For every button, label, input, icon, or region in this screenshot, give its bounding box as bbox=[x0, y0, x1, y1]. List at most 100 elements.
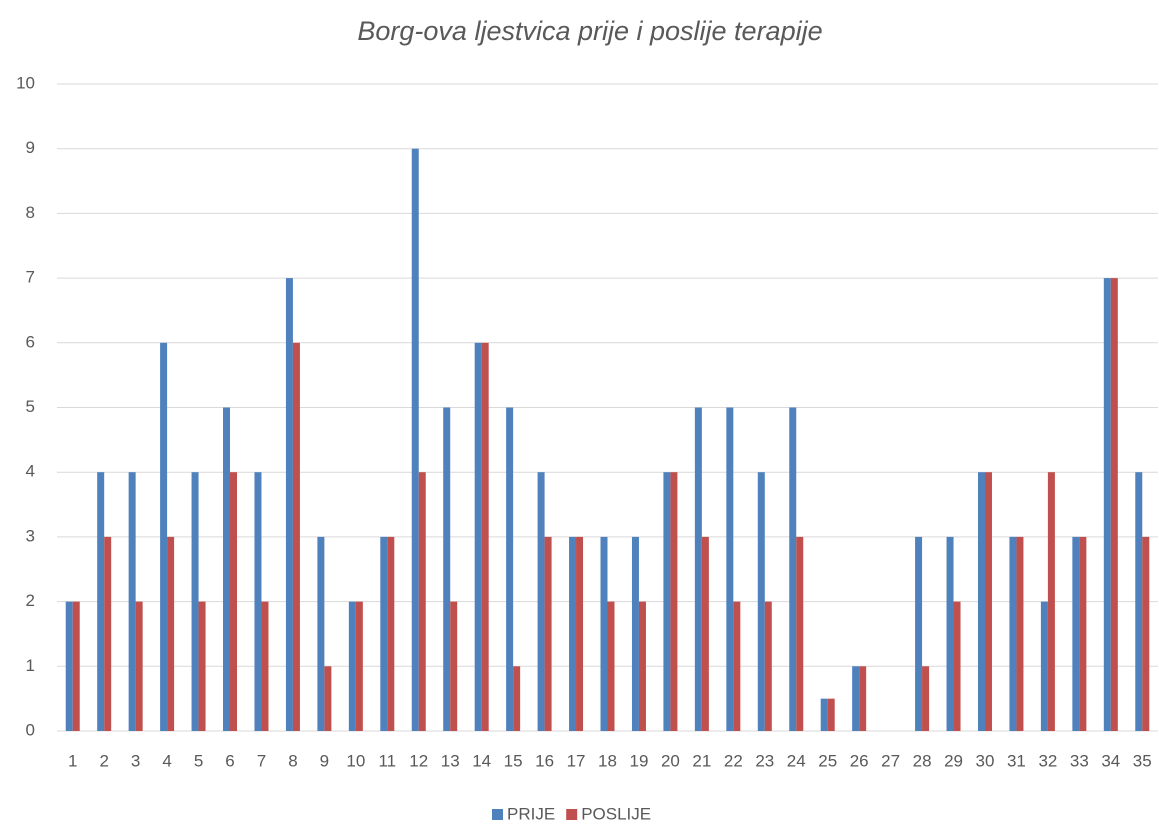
bar bbox=[380, 536, 388, 731]
bar bbox=[324, 666, 332, 731]
y-tick-label: 7 bbox=[26, 268, 35, 287]
x-tick-label: 22 bbox=[724, 751, 743, 770]
bar bbox=[1103, 278, 1111, 731]
bar bbox=[789, 407, 797, 731]
x-tick-label: 24 bbox=[787, 751, 806, 770]
bar bbox=[1079, 536, 1087, 731]
y-tick-label: 3 bbox=[26, 526, 35, 545]
bar bbox=[607, 601, 615, 731]
bar bbox=[254, 472, 262, 731]
bar bbox=[355, 601, 363, 731]
bar bbox=[670, 472, 678, 731]
bar bbox=[450, 601, 458, 731]
legend-swatch bbox=[566, 809, 578, 820]
bar bbox=[285, 278, 293, 731]
bar bbox=[230, 472, 238, 731]
x-tick-label: 4 bbox=[162, 751, 171, 770]
bar bbox=[261, 601, 269, 731]
y-tick-label: 5 bbox=[26, 397, 35, 416]
bar bbox=[701, 536, 709, 731]
bar bbox=[1072, 536, 1080, 731]
bar bbox=[1040, 601, 1048, 731]
bar bbox=[733, 601, 741, 731]
x-tick-label: 16 bbox=[535, 751, 554, 770]
bar bbox=[764, 601, 772, 731]
bar bbox=[191, 472, 199, 731]
x-tick-label: 20 bbox=[661, 751, 680, 770]
x-tick-label: 25 bbox=[818, 751, 837, 770]
x-tick-label: 35 bbox=[1133, 751, 1152, 770]
x-tick-label: 32 bbox=[1038, 751, 1057, 770]
bar bbox=[292, 342, 300, 731]
bar bbox=[757, 472, 765, 731]
y-tick-label: 2 bbox=[26, 591, 35, 610]
bar bbox=[160, 342, 168, 731]
bar bbox=[796, 536, 804, 731]
bar bbox=[977, 472, 985, 731]
bar bbox=[1142, 536, 1150, 731]
bar bbox=[443, 407, 451, 731]
y-tick-label: 0 bbox=[26, 720, 35, 739]
legend-label: PRIJE bbox=[507, 804, 555, 823]
x-tick-label: 8 bbox=[288, 751, 297, 770]
x-tick-label: 7 bbox=[257, 751, 266, 770]
bar bbox=[1110, 278, 1118, 731]
x-tick-label: 34 bbox=[1101, 751, 1120, 770]
x-tick-label: 15 bbox=[504, 751, 523, 770]
y-tick-label: 10 bbox=[16, 73, 35, 92]
y-tick-label: 6 bbox=[26, 332, 35, 351]
bar bbox=[104, 536, 112, 731]
y-tick-label: 1 bbox=[26, 656, 35, 675]
x-tick-label: 13 bbox=[441, 751, 460, 770]
x-tick-label: 2 bbox=[99, 751, 108, 770]
x-tick-label: 11 bbox=[378, 751, 396, 770]
bar bbox=[726, 407, 734, 731]
x-tick-label: 6 bbox=[225, 751, 234, 770]
bar bbox=[65, 601, 73, 731]
legend-label: POSLIJE bbox=[581, 804, 651, 823]
bar bbox=[638, 601, 646, 731]
x-tick-label: 26 bbox=[850, 751, 869, 770]
x-tick-label: 28 bbox=[913, 751, 932, 770]
bar bbox=[600, 536, 608, 731]
bar bbox=[135, 601, 143, 731]
bar bbox=[852, 666, 860, 731]
bar bbox=[1135, 472, 1143, 731]
bar bbox=[474, 342, 482, 731]
bar bbox=[1016, 536, 1024, 731]
bar bbox=[663, 472, 671, 731]
bar bbox=[631, 536, 639, 731]
bar bbox=[72, 601, 80, 731]
bar bbox=[317, 536, 325, 731]
bar bbox=[859, 666, 867, 731]
x-tick-label: 21 bbox=[692, 751, 711, 770]
bar bbox=[827, 698, 835, 731]
x-tick-label: 19 bbox=[629, 751, 648, 770]
x-tick-label: 27 bbox=[881, 751, 900, 770]
y-tick-label: 8 bbox=[26, 203, 35, 222]
bar bbox=[953, 601, 961, 731]
x-tick-label: 31 bbox=[1007, 751, 1026, 770]
x-tick-label: 18 bbox=[598, 751, 617, 770]
bar bbox=[1009, 536, 1017, 731]
bar bbox=[167, 536, 175, 731]
x-tick-label: 33 bbox=[1070, 751, 1089, 770]
x-tick-label: 10 bbox=[346, 751, 365, 770]
x-tick-label: 9 bbox=[320, 751, 329, 770]
x-tick-label: 3 bbox=[131, 751, 140, 770]
bar bbox=[348, 601, 356, 731]
x-tick-label: 5 bbox=[194, 751, 203, 770]
bar bbox=[128, 472, 136, 731]
bar bbox=[513, 666, 521, 731]
bar bbox=[984, 472, 992, 731]
bar bbox=[569, 536, 577, 731]
x-tick-label: 23 bbox=[755, 751, 774, 770]
bar bbox=[223, 407, 231, 731]
x-tick-label: 17 bbox=[567, 751, 586, 770]
bar bbox=[198, 601, 206, 731]
x-tick-label: 30 bbox=[976, 751, 995, 770]
chart-title: Borg-ova ljestvica prije i poslije terap… bbox=[357, 16, 822, 46]
y-tick-label: 4 bbox=[26, 462, 35, 481]
bar bbox=[694, 407, 702, 731]
